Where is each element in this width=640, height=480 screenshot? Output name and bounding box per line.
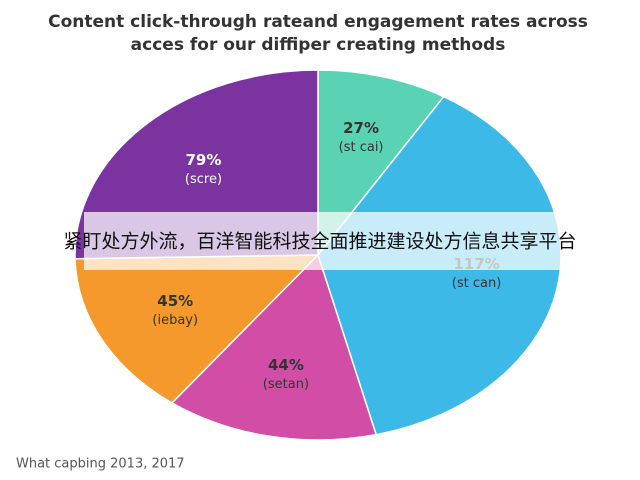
chart-title: Content click-through rateand engagement…: [48, 12, 588, 32]
slice-label: (iebay): [152, 313, 198, 328]
value-label: 44%: [268, 356, 304, 374]
slice-label: (st cai): [339, 140, 384, 155]
slice-label: (scre): [185, 172, 222, 187]
pie-slice: [74, 69, 319, 260]
slice-label: (setan): [263, 377, 309, 392]
pie-slice: [74, 254, 320, 404]
pie-slice: [317, 69, 445, 258]
pie-slice: [170, 253, 378, 441]
value-label: 79%: [186, 151, 222, 169]
chart-title: acces for our diffiper creating methods: [131, 35, 506, 55]
value-label: 27%: [343, 119, 379, 137]
banner-text: 紧盯处方外流，百洋智能科技全面推进建设处方信息共享平台: [63, 231, 576, 253]
banner-background: [84, 212, 640, 270]
slice-label: (st can): [452, 276, 502, 291]
footnote: What capbing 2013, 2017: [16, 457, 185, 472]
value-label: 45%: [157, 292, 193, 310]
